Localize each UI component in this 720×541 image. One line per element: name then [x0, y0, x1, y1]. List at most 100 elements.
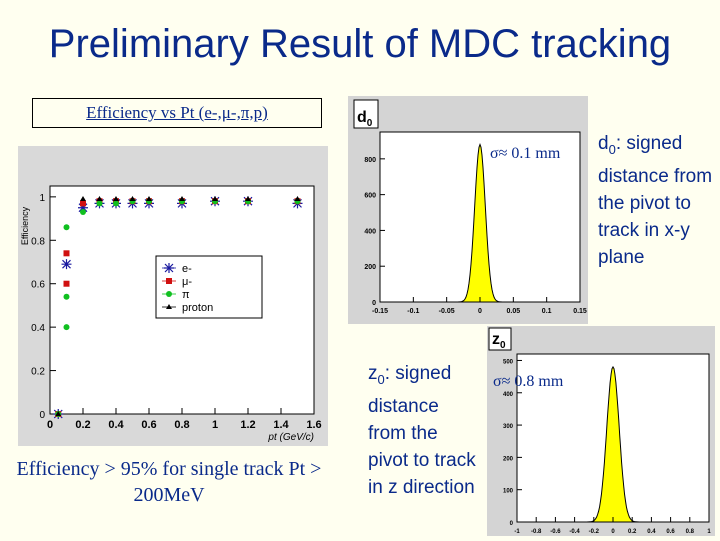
x-tick-label: -0.15: [372, 308, 388, 315]
d0-sigma-label: σ≈ 0.1 mm: [490, 145, 561, 162]
x-tick-label: 0.8: [686, 529, 695, 535]
z0-panel: -1 -0.8 -0.6 -0.4 -0.2 0 0.2 0.4 0.6 0.8 1 0 100 200 3…: [487, 326, 715, 536]
data-point-circle: [80, 209, 86, 216]
histogram-area: [517, 365, 709, 523]
data-point-triangle: [96, 196, 103, 202]
x-tick-label: 0.1: [542, 308, 552, 315]
data-point-square: [63, 250, 70, 257]
data-point-star: [78, 202, 88, 213]
y-tick-label: 0.4: [31, 323, 45, 334]
z0-desc-sub: 0: [377, 371, 385, 387]
d0-desc-prefix: d: [598, 133, 609, 154]
data-point-triangle: [212, 196, 218, 202]
x-tick-label: 0: [611, 529, 615, 535]
data-point-triangle: [113, 196, 119, 202]
data-point-triangle: [294, 196, 301, 202]
x-tick-label: 0.4: [647, 529, 656, 535]
data-point-triangle: [146, 196, 152, 202]
panel-title: d0: [357, 109, 373, 129]
x-axis-label: pt (GeV/c): [267, 432, 314, 443]
panel-title: z0: [492, 331, 506, 351]
x-tick-label: -0.6: [550, 529, 561, 535]
x-tick-label: 0: [47, 419, 53, 431]
slide-title: Preliminary Result of MDC tracking: [48, 22, 672, 66]
y-tick-label: 1: [39, 193, 45, 204]
x-tick-label: 0.6: [141, 419, 156, 431]
y-tick-label: 0.2: [31, 367, 45, 378]
legend-label: e-: [182, 263, 192, 275]
legend-marker: [166, 304, 172, 309]
efficiency-chart: 0 0.2 0.4 0.6 0.8 1 1.2 1.4 1.6 0 0.2 0.4 0.6 0.8 1 pt …: [20, 185, 322, 443]
x-tick-label: 0.2: [628, 529, 637, 535]
legend-marker: [166, 291, 172, 297]
data-point-triangle: [55, 411, 62, 416]
x-tick-label: 0.4: [108, 419, 124, 431]
x-tick-label: -0.05: [439, 308, 455, 315]
x-tick-label: 0.2: [75, 419, 90, 431]
y-tick-label: 800: [364, 157, 376, 164]
efficiency-caption: Efficiency > 95% for single track Pt > 2…: [16, 458, 322, 506]
x-tick-label: -1: [514, 529, 520, 535]
z0-sigma-label: σ≈ 0.8 mm: [493, 373, 564, 390]
z0-desc-prefix: z: [368, 363, 378, 384]
data-point-circle: [63, 224, 70, 231]
y-tick-label: 300: [503, 424, 514, 430]
x-tick-label: 1: [707, 529, 711, 535]
d0-description: d0: signed distance from the pivot to tr…: [598, 130, 718, 271]
data-point-triangle: [129, 196, 136, 202]
y-tick-label: 400: [364, 228, 376, 235]
y-tick-label: 0: [372, 300, 376, 307]
legend-label: μ-: [182, 276, 192, 288]
y-tick-label: 500: [503, 359, 514, 365]
legend-label: π: [182, 289, 190, 301]
x-tick-label: 0.6: [666, 529, 675, 535]
data-point-square: [80, 200, 86, 207]
d0-desc-rest: : signed distance from the pivot to trac…: [598, 133, 713, 268]
y-tick-label: 100: [503, 489, 514, 495]
y-tick-label: 200: [364, 264, 376, 271]
x-tick-label: -0.8: [531, 529, 542, 535]
y-tick-label: 200: [503, 456, 514, 462]
data-point-square: [63, 280, 70, 287]
x-tick-label: 1.4: [273, 419, 289, 431]
y-tick-label: 0: [39, 410, 45, 421]
data-point-circle: [63, 324, 70, 331]
legend-box: [155, 255, 263, 319]
x-tick-label: 0: [478, 308, 482, 315]
z0-desc-rest: : signed distance from the pivot to trac…: [368, 363, 476, 498]
x-tick-label: -0.1: [407, 308, 419, 315]
y-tick-label: 0.8: [31, 236, 45, 247]
data-point-circle: [96, 200, 103, 207]
data-point-triangle: [245, 196, 251, 202]
data-point-triangle: [80, 196, 86, 202]
legend-marker: [164, 263, 174, 273]
z0-description: z0: signed distance from the pivot to tr…: [368, 360, 478, 501]
efficiency-panel: 0 0.2 0.4 0.6 0.8 1 1.2 1.4 1.6 0 0.2 0.4 0.6 0.8 1 pt …: [18, 146, 328, 446]
data-point-triangle: [179, 196, 185, 202]
d0-panel: -0.15 -0.1 -0.05 0 0.05 0.1 0.15 0 200 400 600 800 d…: [348, 96, 588, 324]
x-tick-label: 0.15: [573, 308, 587, 315]
x-tick-label: 1.2: [240, 419, 255, 431]
y-tick-label: 0.6: [31, 280, 45, 291]
x-tick-label: 0.8: [174, 419, 189, 431]
y-tick-label: 400: [503, 392, 514, 398]
x-tick-label: 0.05: [507, 308, 521, 315]
y-axis-label: Efficiency: [20, 206, 30, 245]
x-tick-label: 1: [212, 419, 218, 431]
data-point-star: [61, 259, 72, 270]
x-tick-label: 1.6: [306, 419, 321, 431]
x-tick-label: -0.4: [569, 529, 580, 535]
efficiency-label: Efficiency vs Pt (e-,μ-,π,p): [32, 98, 322, 128]
d0-desc-sub: 0: [608, 141, 616, 157]
legend-label: proton: [182, 302, 213, 314]
z0-histogram: -1 -0.8 -0.6 -0.4 -0.2 0 0.2 0.4 0.6 0.8 1 0 100 200 3…: [488, 327, 711, 535]
data-point-circle: [63, 293, 70, 300]
d0-histogram: -0.15 -0.1 -0.05 0 0.05 0.1 0.15 0 200 400 600 800 d…: [353, 99, 587, 315]
panel-title-box: [488, 327, 512, 351]
y-tick-label: 600: [364, 193, 376, 200]
panel-title-box: [353, 99, 379, 129]
data-point-circle: [113, 200, 119, 207]
x-tick-label: -0.2: [589, 529, 600, 535]
legend-marker: [166, 278, 172, 284]
y-tick-label: 0: [510, 521, 514, 527]
